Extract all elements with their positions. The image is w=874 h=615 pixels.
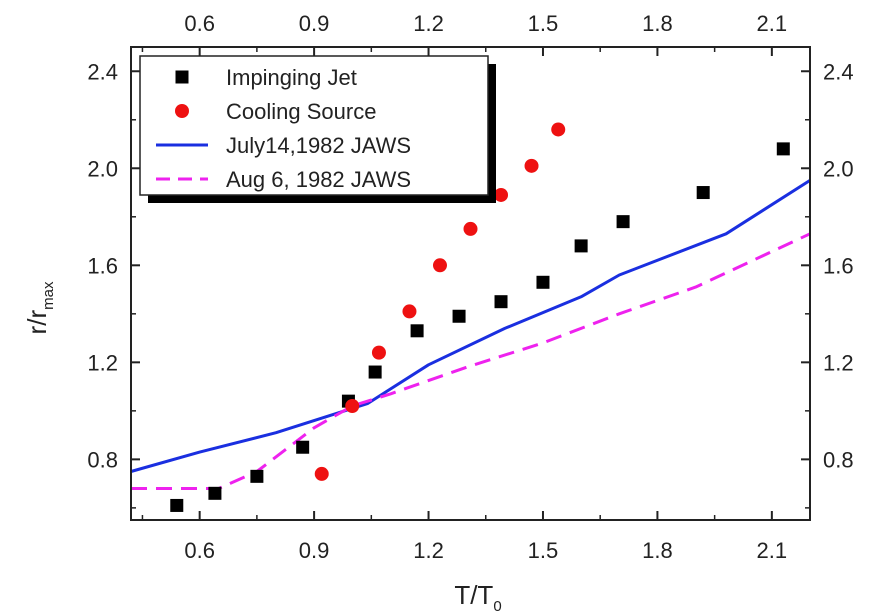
data-point-square-8: [494, 295, 508, 309]
data-point-square-10: [574, 239, 588, 253]
legend-label-3: Aug 6, 1982 JAWS: [226, 167, 411, 192]
legend: Impinging Jet Cooling Source July14,1982 J…: [139, 55, 496, 203]
x-axis-title: T/T0: [454, 580, 501, 615]
y-tick-label-right-2: 1.6: [823, 253, 854, 278]
data-point-circle-7: [524, 158, 539, 173]
data-point-square-13: [776, 142, 790, 156]
legend-label-2: July14,1982 JAWS: [226, 133, 411, 158]
legend-marker-square-0: [175, 70, 189, 84]
series-points: [170, 122, 790, 512]
data-point-circle-3: [402, 304, 417, 319]
plot-border: [130, 46, 811, 521]
data-point-square-2: [250, 469, 264, 483]
y-tick-label-left-3: 2.0: [87, 156, 118, 181]
data-point-circle-2: [371, 345, 386, 360]
data-point-circle-1: [345, 398, 360, 413]
data-point-circle-0: [314, 466, 329, 481]
data-point-square-5: [368, 365, 382, 379]
x-tick-label-top-5: 2.1: [757, 11, 788, 36]
x-tick-label-top-4: 1.8: [642, 11, 673, 36]
data-point-square-6: [410, 324, 424, 338]
data-point-circle-5: [463, 221, 478, 236]
series-lines: [130, 179, 811, 490]
y-axis-title-sub: max: [40, 281, 57, 310]
legend-box: [139, 55, 489, 196]
series-line-3: [131, 232, 811, 490]
data-point-square-0: [170, 498, 184, 512]
x-tick-label-bottom-3: 1.5: [528, 538, 559, 563]
legend-marker-circle-1: [175, 104, 189, 118]
x-tick-label-bottom-0: 0.6: [184, 538, 215, 563]
y-tick-label-left-1: 1.2: [87, 350, 118, 375]
legend-label-1: Cooling Source: [226, 99, 376, 124]
y-axis-title: r/rmax: [22, 281, 57, 334]
x-tick-label-bottom-2: 1.2: [413, 538, 444, 563]
data-point-square-3: [296, 440, 310, 454]
plot-frame: [130, 46, 811, 521]
x-axis-title-sub: 0: [493, 598, 501, 615]
legend-label-0: Impinging Jet: [226, 65, 357, 90]
data-point-circle-4: [432, 258, 447, 273]
x-tick-label-bottom-4: 1.8: [642, 538, 673, 563]
x-tick-label-top-3: 1.5: [528, 11, 559, 36]
axis-tick-labels: 0.6 0.6 0.9 0.9 1.2 1.2 1.5 1.5 1.8 1.8 2.1 2.1 0.8 0…: [87, 11, 853, 563]
data-point-circle-8: [551, 122, 566, 137]
y-tick-label-right-1: 1.2: [823, 350, 854, 375]
x-tick-label-bottom-1: 0.9: [299, 538, 330, 563]
data-point-square-1: [208, 486, 222, 500]
data-point-square-7: [452, 309, 466, 323]
data-point-square-9: [536, 275, 550, 289]
data-point-circle-6: [494, 187, 509, 202]
data-point-square-12: [696, 186, 710, 200]
x-tick-label-top-1: 0.9: [299, 11, 330, 36]
x-tick-label-top-0: 0.6: [184, 11, 215, 36]
y-axis-title-main: r/r: [22, 310, 52, 335]
y-tick-label-right-3: 2.0: [823, 156, 854, 181]
axis-ticks: [131, 47, 810, 520]
series-line-2: [130, 179, 811, 473]
x-tick-label-top-2: 1.2: [413, 11, 444, 36]
y-tick-label-left-4: 2.4: [87, 59, 118, 84]
y-tick-label-left-0: 0.8: [87, 447, 118, 472]
x-tick-label-bottom-5: 2.1: [757, 538, 788, 563]
data-point-square-11: [616, 215, 630, 229]
y-tick-label-left-2: 1.6: [87, 253, 118, 278]
y-tick-label-right-4: 2.4: [823, 59, 854, 84]
x-axis-title-main: T/T: [454, 580, 493, 610]
y-tick-label-right-0: 0.8: [823, 447, 854, 472]
